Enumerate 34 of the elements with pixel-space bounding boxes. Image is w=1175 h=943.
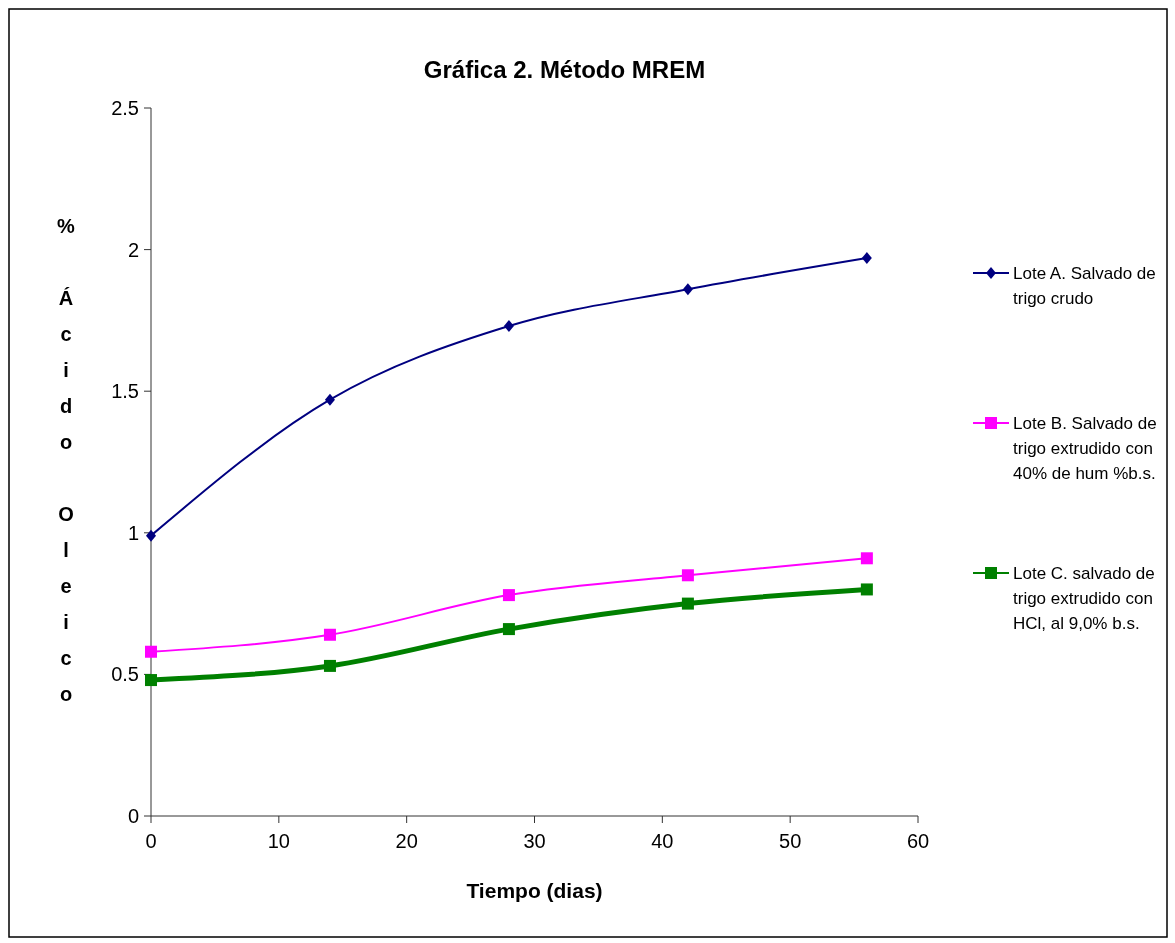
point [145, 674, 157, 687]
x-axis-title: Tiempo (dias) [466, 879, 603, 902]
point [324, 393, 335, 406]
legend-label: Lote C. salvado de trigo extrudido con HCl, al 9,0% b.s. [1013, 563, 1155, 633]
chart-title: Gráfica 2. Método MREM [423, 56, 706, 83]
x-tick-label: 0 [145, 830, 157, 852]
point [860, 552, 873, 565]
point [145, 645, 157, 658]
y-tick-label: 1.5 [111, 380, 139, 403]
point [146, 529, 156, 542]
point [323, 628, 336, 641]
point [681, 569, 694, 582]
point [503, 320, 514, 333]
x-tick-label: 50 [779, 830, 802, 852]
x-tick-label: 10 [267, 830, 290, 852]
y-tick-label: 0 [127, 805, 139, 827]
y-tick-label: 0.5 [111, 663, 139, 686]
legend-label: Lote B. Salvado de trigo extrudido con 40% de hum %b.s. [1013, 413, 1157, 483]
text: % Ácido Oleico [57, 215, 75, 705]
x-tick-label: 60 [906, 830, 930, 852]
point [502, 623, 515, 636]
point [861, 252, 872, 265]
point [323, 659, 336, 672]
point [860, 583, 873, 596]
x-tick-label: 30 [523, 830, 546, 852]
x-tick-label: 20 [395, 830, 418, 852]
x-tick-label: 40 [651, 830, 674, 852]
y-tick-label: 1 [127, 521, 139, 544]
point [681, 597, 694, 610]
point [682, 283, 693, 296]
y-tick-label: 2 [127, 238, 139, 261]
y-tick-label: 2.5 [111, 97, 139, 119]
legend-label: Lote A. Salvado de trigo crudo [1013, 263, 1156, 308]
point [502, 589, 515, 602]
